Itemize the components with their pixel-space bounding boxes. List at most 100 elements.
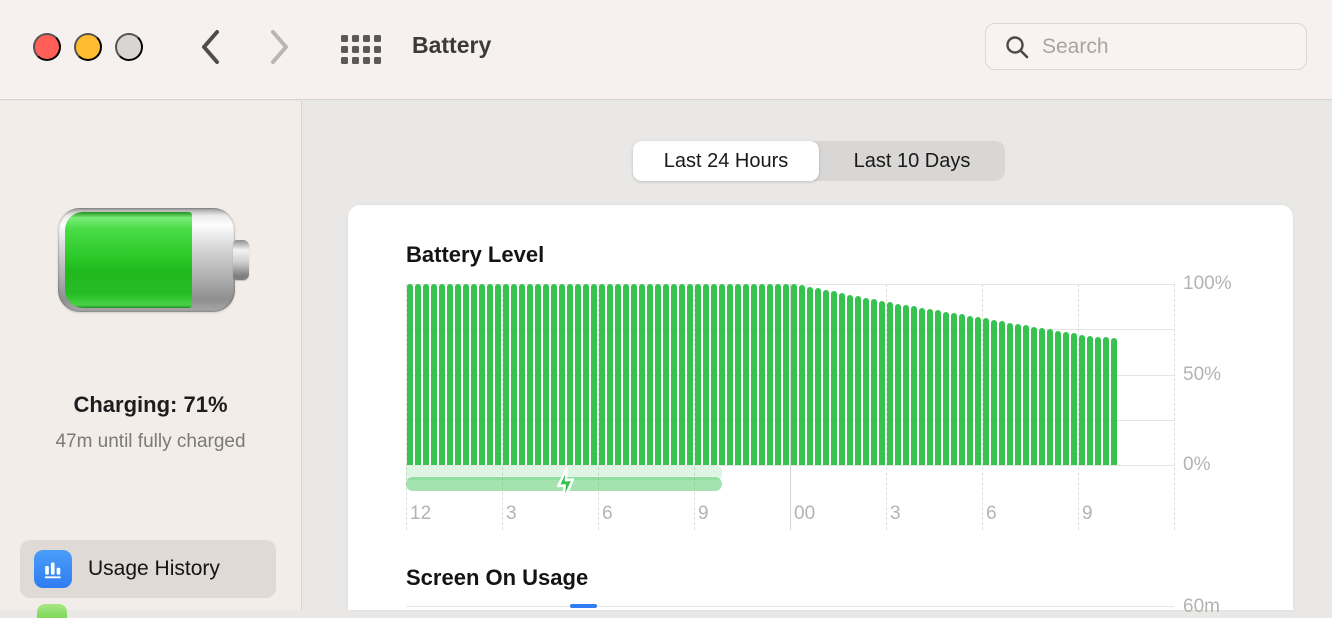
v-gridline-dashed: [1174, 284, 1175, 530]
battery-level-bar: [1078, 334, 1086, 465]
x-axis-label: 9: [1082, 503, 1093, 524]
battery-level-bar: [942, 311, 950, 465]
sidebar: Charging: 71% 47m until fully charged Us…: [0, 101, 302, 618]
screen-on-usage-title: Screen On Usage: [406, 565, 589, 590]
battery-level-bar: [878, 300, 886, 465]
battery-level-bar: [550, 284, 558, 465]
battery-level-bar: [542, 284, 550, 465]
v-gridline-dashed: [886, 284, 887, 530]
toolbar: Battery: [0, 0, 1332, 100]
battery-level-bar: [798, 285, 806, 465]
battery-level-bar: [614, 284, 622, 465]
battery-level-bar: [478, 284, 486, 465]
battery-level-bar: [918, 307, 926, 465]
battery-icon: [58, 208, 249, 312]
battery-level-bar: [1070, 333, 1078, 465]
battery-level-bar: [990, 319, 998, 465]
x-axis-label: 12: [410, 503, 432, 524]
time-range-segmented-control: Last 24 Hours Last 10 Days: [633, 141, 1005, 181]
battery-level-bar: [726, 284, 734, 465]
show-all-settings-button[interactable]: [341, 31, 387, 67]
x-axis-label: 9: [698, 503, 709, 524]
minimize-window-button[interactable]: [74, 33, 102, 61]
battery-level-bar: [582, 284, 590, 465]
battery-level-bar: [454, 284, 462, 465]
search-field[interactable]: [985, 23, 1307, 70]
battery-level-bar: [1038, 327, 1046, 465]
battery-level-bar: [598, 284, 606, 465]
sidebar-item-usage-history[interactable]: Usage History: [20, 540, 276, 598]
battery-level-bar: [766, 284, 774, 465]
x-axis-label: 6: [986, 503, 997, 524]
battery-level-bar: [958, 314, 966, 465]
battery-level-bar: [510, 284, 518, 465]
search-input[interactable]: [1040, 33, 1294, 60]
battery-level-bar: [590, 284, 598, 465]
battery-level-title: Battery Level: [406, 242, 545, 267]
battery-level-bar: [502, 284, 510, 465]
page-title: Battery: [412, 32, 492, 58]
battery-level-bar: [974, 317, 982, 465]
battery-level-bar: [654, 284, 662, 465]
back-button[interactable]: [188, 24, 232, 70]
battery-level-bar: [998, 321, 1006, 465]
battery-level-bar: [566, 284, 574, 465]
tab-last-24-hours[interactable]: Last 24 Hours: [633, 141, 819, 181]
battery-level-bar: [750, 284, 758, 465]
close-window-button[interactable]: [33, 33, 61, 61]
battery-level-bar: [822, 289, 830, 465]
v-gridline-dashed: [1078, 284, 1079, 530]
battery-level-bar: [790, 284, 798, 465]
battery-level-bar: [638, 284, 646, 465]
battery-level-bar: [870, 299, 878, 465]
battery-level-plot: 12 3 6 9 00 3 6 9: [406, 284, 1175, 530]
battery-level-bar: [494, 284, 502, 465]
battery-level-bar: [534, 284, 542, 465]
next-sidebar-item-icon: [37, 604, 67, 618]
screen-on-gridline: [406, 606, 1174, 607]
battery-level-bar: [934, 310, 942, 465]
battery-level-bar: [854, 295, 862, 465]
chevron-right-icon: [271, 30, 288, 64]
grid-icon: [341, 34, 387, 64]
zoom-window-button[interactable]: [115, 33, 143, 61]
y-axis-label: 100%: [1183, 273, 1232, 294]
battery-level-bar: [1110, 337, 1118, 465]
battery-level-bar: [814, 288, 822, 465]
battery-level-bar: [670, 284, 678, 465]
battery-level-bar: [950, 312, 958, 465]
battery-level-bar: [406, 284, 414, 465]
battery-level-bar: [1030, 326, 1038, 465]
battery-level-bar: [742, 284, 750, 465]
battery-level-bar: [758, 284, 766, 465]
battery-level-bar: [622, 284, 630, 465]
battery-level-bar: [486, 284, 494, 465]
y-axis-label: 0%: [1183, 454, 1211, 475]
screen-on-tick-label: 60m: [1183, 596, 1220, 617]
midnight-divider-line: [790, 284, 791, 530]
battery-level-bar: [702, 284, 710, 465]
forward-button[interactable]: [258, 24, 302, 70]
battery-level-bar: [1022, 325, 1030, 465]
battery-level-bar: [718, 284, 726, 465]
battery-level-bar: [1094, 336, 1102, 465]
battery-level-bar: [630, 284, 638, 465]
battery-level-bar: [774, 284, 782, 465]
battery-level-bar: [1062, 331, 1070, 465]
battery-level-bar: [1102, 337, 1110, 465]
battery-level-bar: [438, 284, 446, 465]
tab-last-10-days[interactable]: Last 10 Days: [819, 141, 1005, 181]
battery-level-bar: [830, 291, 838, 465]
battery-level-bar: [646, 284, 654, 465]
battery-level-bar: [734, 284, 742, 465]
battery-level-bar: [806, 286, 814, 465]
battery-level-bar: [782, 284, 790, 465]
battery-level-bar: [1086, 335, 1094, 465]
battery-level-bar: [894, 303, 902, 465]
battery-level-bar: [470, 284, 478, 465]
battery-level-bar: [430, 284, 438, 465]
battery-level-bar: [694, 284, 702, 465]
sidebar-item-label: Usage History: [88, 557, 220, 580]
x-axis-label: 3: [506, 503, 517, 524]
battery-level-bar: [1046, 329, 1054, 465]
